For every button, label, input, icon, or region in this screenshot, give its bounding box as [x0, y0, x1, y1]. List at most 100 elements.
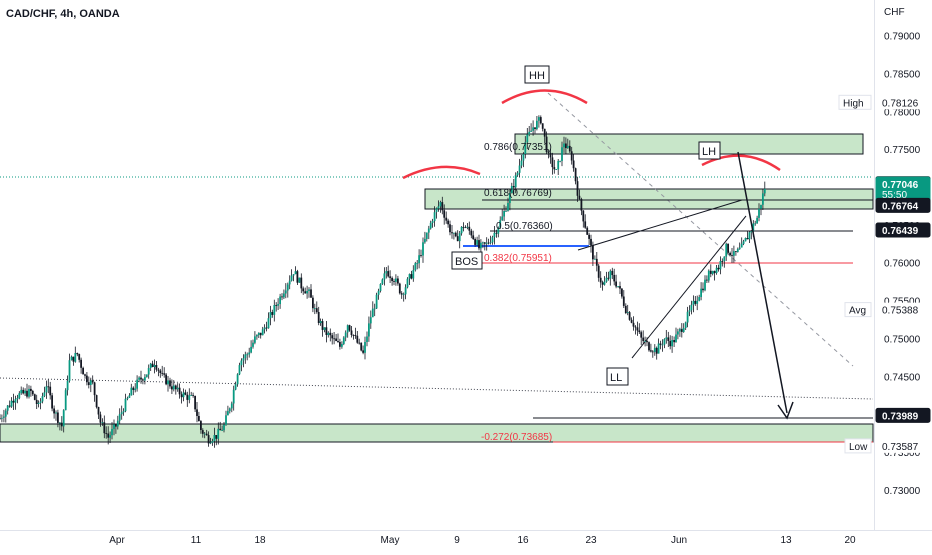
middle-support-zone[interactable] — [424, 188, 874, 210]
candle-body — [201, 430, 204, 434]
candle-body — [661, 344, 664, 346]
candle-body — [16, 398, 19, 400]
candle-body — [700, 288, 702, 297]
candle-body — [298, 277, 301, 283]
wedge-upper-line[interactable] — [577, 199, 743, 251]
candle-body — [763, 188, 766, 194]
projection-arrow-line[interactable] — [737, 151, 788, 414]
candle-body — [686, 311, 689, 323]
price-tag[interactable] — [876, 302, 930, 317]
candle-body — [474, 239, 476, 245]
candle-body — [118, 414, 121, 421]
candle-body — [57, 412, 59, 423]
candle-body — [342, 337, 345, 344]
candle-body — [47, 386, 50, 388]
candle-body — [51, 395, 53, 409]
lower-demand-zone[interactable] — [0, 423, 874, 443]
candle-body — [483, 242, 486, 244]
x-tick-label: 11 — [191, 535, 202, 546]
candle-body — [534, 127, 536, 129]
candle-body — [308, 289, 310, 291]
x-tick-label: 20 — [844, 535, 856, 546]
y-tick-label: 0.74500 — [884, 372, 921, 383]
candle-body — [684, 322, 687, 328]
price-tag[interactable] — [875, 222, 931, 238]
candle-body — [315, 308, 318, 312]
candle-body — [746, 238, 749, 240]
candle-body — [45, 386, 48, 393]
candle-body — [227, 411, 229, 416]
candle-body — [186, 394, 189, 400]
price-tag[interactable] — [875, 407, 931, 423]
candle-body — [385, 271, 388, 274]
candle-body — [397, 278, 399, 284]
candle-body — [425, 232, 428, 239]
candle-body — [393, 281, 395, 282]
candle-body — [41, 396, 44, 402]
hh-arc[interactable] — [501, 89, 588, 105]
candle-body — [711, 270, 714, 274]
shoulder-arc[interactable] — [402, 165, 481, 180]
upper-resistance-zone[interactable] — [514, 133, 864, 155]
candle-body — [429, 222, 432, 229]
candle-body — [512, 186, 515, 188]
candle-body — [729, 252, 731, 256]
candle-body — [688, 310, 691, 312]
price-tag[interactable] — [876, 438, 930, 453]
candle-body — [261, 329, 264, 336]
candle-body — [497, 227, 500, 234]
price-tag[interactable] — [876, 95, 930, 110]
candle-body — [528, 131, 531, 135]
candle-body — [126, 397, 129, 399]
lh-label[interactable]: LH — [702, 146, 716, 158]
candle-body — [265, 327, 268, 329]
candle-body — [33, 394, 36, 400]
ll-label[interactable]: LL — [610, 372, 622, 384]
candle-body — [536, 120, 538, 129]
candle-body — [263, 327, 266, 330]
candle-body — [89, 380, 92, 385]
candle-body — [323, 327, 326, 330]
candle-body — [391, 277, 393, 281]
y-tick-labels: 0.790000.785000.780000.775000.770000.765… — [884, 32, 921, 497]
candle-body — [294, 271, 297, 275]
candle-body — [122, 411, 125, 413]
candle-body — [70, 356, 73, 361]
wedge-lower-line[interactable] — [631, 215, 747, 359]
lh-arc[interactable] — [701, 154, 781, 172]
candle-body — [624, 305, 627, 313]
candle-body — [736, 249, 739, 252]
candle-body — [595, 258, 598, 266]
candle-body — [632, 322, 635, 327]
bos-label[interactable]: BOS — [455, 256, 478, 268]
candle-body — [671, 340, 673, 347]
hh-label[interactable]: HH — [529, 70, 545, 82]
candle-body — [400, 293, 403, 295]
countdown-label: 55:50 — [882, 190, 907, 201]
candle-body — [6, 405, 9, 411]
candle-body — [211, 441, 214, 443]
candle-body — [725, 243, 728, 257]
candle-body — [190, 395, 193, 396]
candle-body — [740, 243, 743, 248]
candle-body — [541, 123, 544, 129]
candle-body — [731, 255, 733, 256]
candle-body — [136, 379, 138, 389]
fib-05-label: 0.5(0.76360) — [496, 221, 553, 232]
candle-body — [188, 395, 191, 400]
candle-body — [539, 117, 542, 124]
candle-body — [259, 332, 262, 336]
price-tag[interactable] — [875, 197, 931, 213]
candle-body — [404, 287, 407, 295]
fib-0382-label: 0.382(0.75951) — [484, 253, 552, 264]
candle-body — [580, 199, 583, 211]
candle-body — [310, 289, 312, 298]
candle-body — [611, 270, 614, 276]
candle-body — [99, 414, 102, 423]
candle-body — [594, 258, 596, 260]
candle-body — [572, 160, 575, 169]
candle-body — [279, 296, 281, 305]
candle-body — [642, 337, 645, 342]
price-tag-value: 0.77046 — [882, 180, 919, 191]
